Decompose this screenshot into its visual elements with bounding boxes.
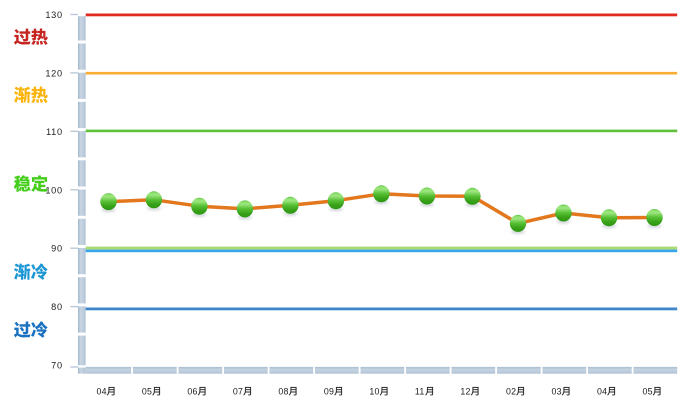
svg-text:100: 100 xyxy=(45,185,62,195)
svg-text:04: 04 xyxy=(97,387,107,397)
svg-text:02: 02 xyxy=(506,387,516,397)
svg-text:12: 12 xyxy=(460,387,470,397)
svg-text:120: 120 xyxy=(45,68,62,78)
svg-text:05: 05 xyxy=(643,387,653,397)
svg-text:09: 09 xyxy=(324,387,334,397)
svg-text:110: 110 xyxy=(46,127,63,137)
svg-text:90: 90 xyxy=(51,244,63,254)
svg-text:07: 07 xyxy=(233,387,243,397)
svg-text:70: 70 xyxy=(51,361,63,371)
svg-text:04: 04 xyxy=(597,387,607,397)
svg-text:11: 11 xyxy=(415,387,425,397)
svg-text:80: 80 xyxy=(51,302,63,312)
svg-text:05: 05 xyxy=(142,387,152,397)
svg-text:10: 10 xyxy=(369,387,379,397)
svg-text:08: 08 xyxy=(278,387,288,397)
svg-text:03: 03 xyxy=(552,387,562,397)
svg-text:06: 06 xyxy=(187,387,197,397)
svg-text:130: 130 xyxy=(45,10,62,20)
